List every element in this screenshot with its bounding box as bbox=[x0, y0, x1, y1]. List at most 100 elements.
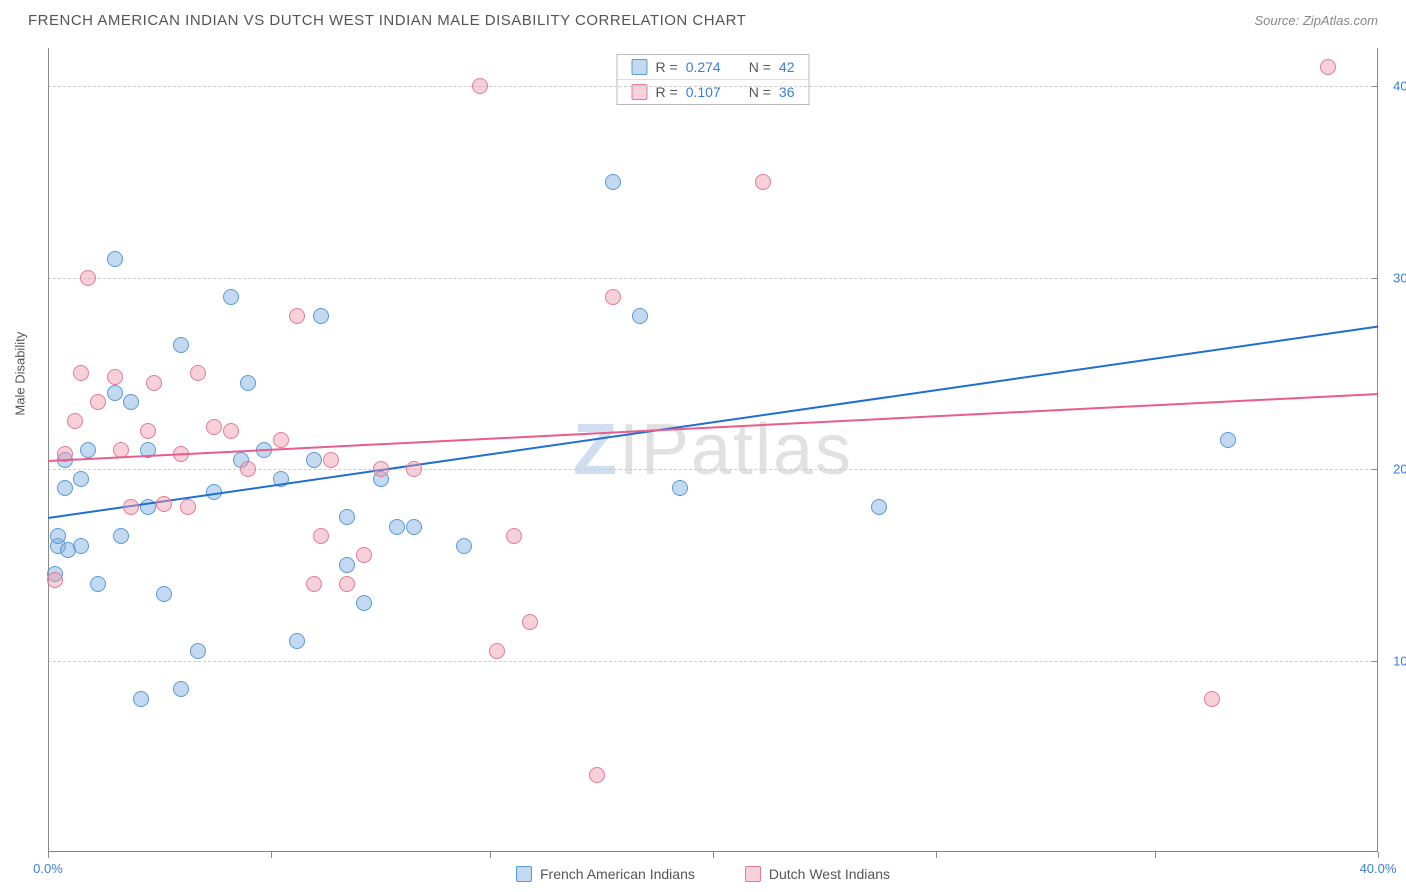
y-axis-label: Male Disability bbox=[13, 332, 28, 416]
chart-title: FRENCH AMERICAN INDIAN VS DUTCH WEST IND… bbox=[28, 12, 746, 29]
data-point-french bbox=[339, 509, 355, 525]
x-tick-mark bbox=[1378, 852, 1379, 858]
x-tick-label: 0.0% bbox=[33, 861, 63, 876]
grid-line bbox=[48, 661, 1378, 662]
y-tick-label: 40.0% bbox=[1393, 79, 1406, 94]
data-point-french bbox=[190, 643, 206, 659]
data-point-dutch bbox=[406, 461, 422, 477]
data-point-french bbox=[73, 538, 89, 554]
data-point-dutch bbox=[240, 461, 256, 477]
data-point-french bbox=[107, 385, 123, 401]
data-point-french bbox=[456, 538, 472, 554]
data-point-french bbox=[672, 480, 688, 496]
x-tick-mark bbox=[490, 852, 491, 858]
x-tick-label: 40.0% bbox=[1360, 861, 1397, 876]
data-point-dutch bbox=[180, 499, 196, 515]
y-axis-line bbox=[48, 48, 49, 852]
data-point-dutch bbox=[589, 767, 605, 783]
data-point-dutch bbox=[123, 499, 139, 515]
y-tick-label: 30.0% bbox=[1393, 270, 1406, 285]
r-value: 0.274 bbox=[686, 59, 721, 75]
legend-label: Dutch West Indians bbox=[769, 866, 890, 882]
x-tick-mark bbox=[1155, 852, 1156, 858]
trend-line-french bbox=[48, 326, 1378, 519]
data-point-french bbox=[173, 337, 189, 353]
data-point-dutch bbox=[73, 365, 89, 381]
data-point-french bbox=[57, 480, 73, 496]
data-point-dutch bbox=[273, 432, 289, 448]
y-tick-label: 10.0% bbox=[1393, 653, 1406, 668]
stats-row-french: R = 0.274 N = 42 bbox=[618, 55, 809, 80]
n-label: N = bbox=[749, 59, 771, 75]
data-point-dutch bbox=[67, 413, 83, 429]
data-point-dutch bbox=[339, 576, 355, 592]
data-point-french bbox=[223, 289, 239, 305]
data-point-dutch bbox=[107, 369, 123, 385]
data-point-french bbox=[356, 595, 372, 611]
chart-area: Male Disability ZIPatlas R =0.274N =42R … bbox=[48, 48, 1378, 852]
data-point-dutch bbox=[313, 528, 329, 544]
data-point-french bbox=[173, 681, 189, 697]
legend-swatch-french bbox=[632, 59, 648, 75]
data-point-dutch bbox=[489, 643, 505, 659]
stats-legend: R = 0.274 N = 42 R =0.107N =36 bbox=[617, 54, 810, 105]
grid-line bbox=[48, 86, 1378, 87]
x-tick-mark bbox=[271, 852, 272, 858]
data-point-french bbox=[133, 691, 149, 707]
data-point-dutch bbox=[206, 419, 222, 435]
right-axis-line bbox=[1377, 48, 1378, 852]
trend-line-dutch bbox=[48, 393, 1378, 462]
data-point-french bbox=[156, 586, 172, 602]
stats-row-dutch: R =0.107N =36 bbox=[618, 80, 809, 104]
data-point-dutch bbox=[146, 375, 162, 391]
data-point-dutch bbox=[289, 308, 305, 324]
data-point-dutch bbox=[356, 547, 372, 563]
data-point-dutch bbox=[90, 394, 106, 410]
data-point-french bbox=[90, 576, 106, 592]
data-point-french bbox=[339, 557, 355, 573]
data-point-dutch bbox=[323, 452, 339, 468]
data-point-french bbox=[389, 519, 405, 535]
data-point-french bbox=[107, 251, 123, 267]
data-point-french bbox=[289, 633, 305, 649]
data-point-french bbox=[240, 375, 256, 391]
data-point-french bbox=[113, 528, 129, 544]
data-point-dutch bbox=[506, 528, 522, 544]
legend-swatch-dutch bbox=[745, 866, 761, 882]
data-point-dutch bbox=[156, 496, 172, 512]
data-point-french bbox=[406, 519, 422, 535]
source-attribution: Source: ZipAtlas.com bbox=[1254, 13, 1378, 28]
plot-region: ZIPatlas R =0.274N =42R =0.107N =36 10.0… bbox=[48, 48, 1378, 852]
x-tick-mark bbox=[713, 852, 714, 858]
data-point-french bbox=[123, 394, 139, 410]
data-point-dutch bbox=[223, 423, 239, 439]
legend-item-french: French American Indians bbox=[516, 866, 695, 882]
series-legend: French American Indians Dutch West Indian… bbox=[516, 866, 890, 882]
data-point-french bbox=[73, 471, 89, 487]
r-label: R = bbox=[656, 59, 678, 75]
data-point-dutch bbox=[1320, 59, 1336, 75]
data-point-dutch bbox=[80, 270, 96, 286]
data-point-french bbox=[306, 452, 322, 468]
x-tick-mark bbox=[48, 852, 49, 858]
data-point-dutch bbox=[522, 614, 538, 630]
data-point-dutch bbox=[472, 78, 488, 94]
y-tick-label: 20.0% bbox=[1393, 462, 1406, 477]
data-point-french bbox=[632, 308, 648, 324]
legend-item-dutch: Dutch West Indians bbox=[745, 866, 890, 882]
data-point-dutch bbox=[755, 174, 771, 190]
data-point-french bbox=[80, 442, 96, 458]
data-point-dutch bbox=[373, 461, 389, 477]
data-point-french bbox=[871, 499, 887, 515]
legend-swatch-french bbox=[516, 866, 532, 882]
data-point-dutch bbox=[1204, 691, 1220, 707]
grid-line bbox=[48, 278, 1378, 279]
data-point-french bbox=[605, 174, 621, 190]
legend-label: French American Indians bbox=[540, 866, 695, 882]
data-point-dutch bbox=[47, 572, 63, 588]
data-point-french bbox=[1220, 432, 1236, 448]
data-point-french bbox=[313, 308, 329, 324]
x-tick-mark bbox=[936, 852, 937, 858]
n-value: 42 bbox=[779, 59, 795, 75]
data-point-dutch bbox=[190, 365, 206, 381]
